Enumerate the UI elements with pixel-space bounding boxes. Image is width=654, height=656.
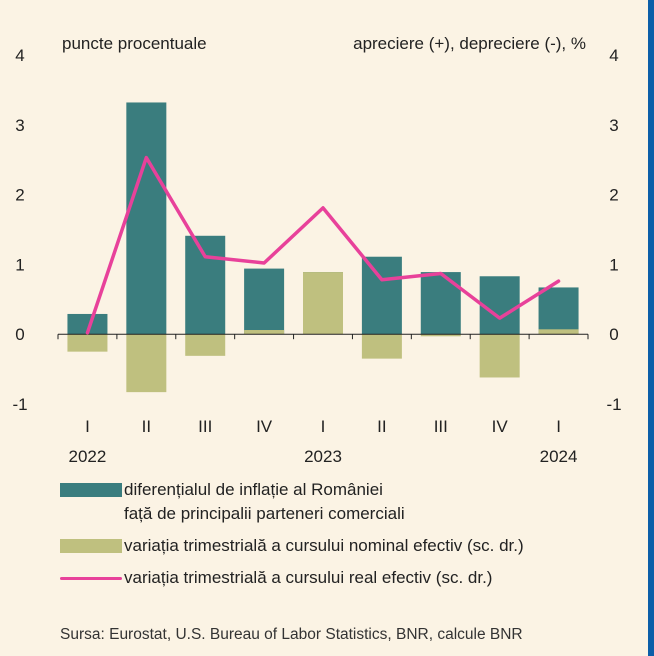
x-quarter-label: III [434, 417, 448, 436]
bar-inflation [420, 272, 461, 335]
left-y-tick-label: 4 [15, 46, 24, 65]
bar-nominal [244, 330, 285, 335]
legend-item-inflation: diferențialul de inflație al României fa… [60, 478, 640, 526]
left-y-tick-label: 1 [15, 255, 24, 274]
legend-swatch-inflation [60, 483, 122, 497]
x-quarter-label: IV [256, 417, 273, 436]
right-y-tick-label: -1 [606, 395, 621, 414]
legend-label-inflation-1: diferențialul de inflație al României [124, 480, 383, 499]
bar-inflation [479, 276, 520, 335]
bars-group [67, 102, 579, 393]
bar-inflation [126, 102, 167, 335]
legend-label-real: variația trimestrială a cursului real ef… [124, 568, 493, 587]
legend-swatch-real [60, 577, 122, 580]
legend-label-inflation-2: față de principalii parteneri comerciali [124, 504, 405, 523]
x-quarter-label: IV [492, 417, 509, 436]
bar-inflation [185, 235, 226, 335]
left-y-tick-label: 0 [15, 325, 24, 344]
right-frame-border [648, 0, 654, 656]
x-quarter-label: I [321, 417, 326, 436]
bar-nominal [185, 334, 226, 356]
legend: diferențialul de inflație al României fa… [60, 478, 640, 598]
bar-inflation [361, 256, 402, 335]
chart-area: puncte procentuale apreciere (+), deprec… [12, 34, 621, 466]
bar-nominal [479, 334, 520, 378]
x-axis-quarter-labels: I II III IV I II III IV I [85, 417, 561, 436]
x-axis-year-labels: 2022 2023 2024 [69, 447, 578, 466]
x-year-label: 2023 [304, 447, 342, 466]
source-note: Sursa: Eurostat, U.S. Bureau of Labor St… [60, 626, 523, 643]
bar-nominal [361, 334, 402, 359]
right-y-tick-label: 0 [609, 325, 618, 344]
bar-nominal [303, 272, 343, 335]
legend-label-nominal: variația trimestrială a cursului nominal… [124, 536, 524, 555]
left-unit-label: puncte procentuale [62, 34, 207, 53]
x-axis-ticks [57, 334, 589, 340]
bar-nominal [67, 334, 108, 352]
left-y-tick-label: -1 [12, 395, 27, 414]
real-rate-line-group [85, 155, 561, 335]
x-year-label: 2022 [69, 447, 107, 466]
left-y-tick-label: 2 [15, 186, 24, 205]
x-quarter-label: II [142, 417, 151, 436]
bar-nominal [420, 334, 461, 337]
bar-inflation [538, 287, 579, 335]
left-y-axis: 4 3 2 1 0 -1 [12, 46, 27, 414]
right-y-tick-label: 3 [609, 116, 618, 135]
bar-inflation [67, 313, 108, 335]
x-quarter-label: I [85, 417, 90, 436]
bar-nominal [126, 334, 167, 393]
bar-inflation [244, 268, 285, 335]
legend-item-nominal: variația trimestrială a cursului nominal… [60, 534, 640, 558]
right-y-tick-label: 1 [609, 255, 618, 274]
legend-item-real: variația trimestrială a cursului real ef… [60, 566, 640, 590]
x-year-label: 2024 [540, 447, 578, 466]
x-quarter-label: I [556, 417, 561, 436]
right-y-tick-label: 4 [609, 46, 618, 65]
x-quarter-label: II [377, 417, 386, 436]
right-y-tick-label: 2 [609, 186, 618, 205]
bar-nominal [538, 329, 579, 335]
right-unit-label: apreciere (+), depreciere (-), % [353, 34, 586, 53]
left-y-tick-label: 3 [15, 116, 24, 135]
legend-swatch-nominal [60, 539, 122, 553]
x-quarter-label: III [198, 417, 212, 436]
right-y-axis: 4 3 2 1 0 -1 [606, 46, 621, 414]
